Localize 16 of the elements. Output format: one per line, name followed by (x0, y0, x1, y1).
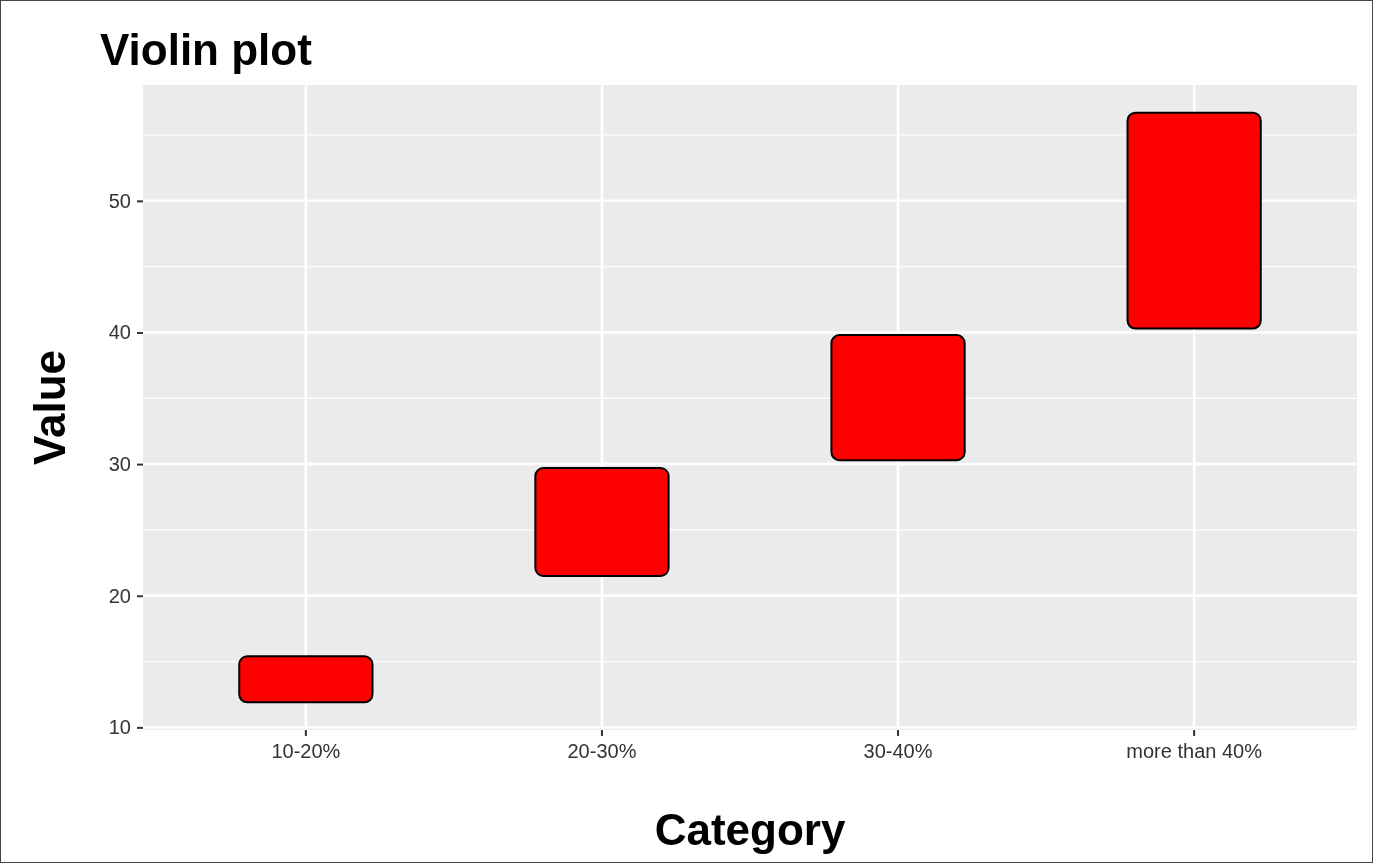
y-tick-label: 10 (108, 716, 131, 739)
bar (534, 467, 670, 577)
x-axis-title: Category (654, 805, 846, 854)
bar (830, 334, 966, 462)
x-tick-label: 20-30% (567, 740, 637, 763)
y-tick-label: 50 (108, 189, 131, 212)
chart-title: Violin plot (100, 25, 313, 74)
x-tick-label: 30-40% (863, 740, 933, 763)
y-tick-label: 30 (108, 453, 131, 475)
bar (238, 655, 374, 704)
y-axis-title: Value (25, 350, 74, 465)
x-tick-label: 10-20% (271, 740, 341, 763)
y-tick-label: 40 (108, 321, 131, 344)
x-tick-label: more than 40% (1126, 740, 1263, 763)
y-tick-label: 20 (108, 584, 131, 607)
bar (1126, 111, 1262, 330)
